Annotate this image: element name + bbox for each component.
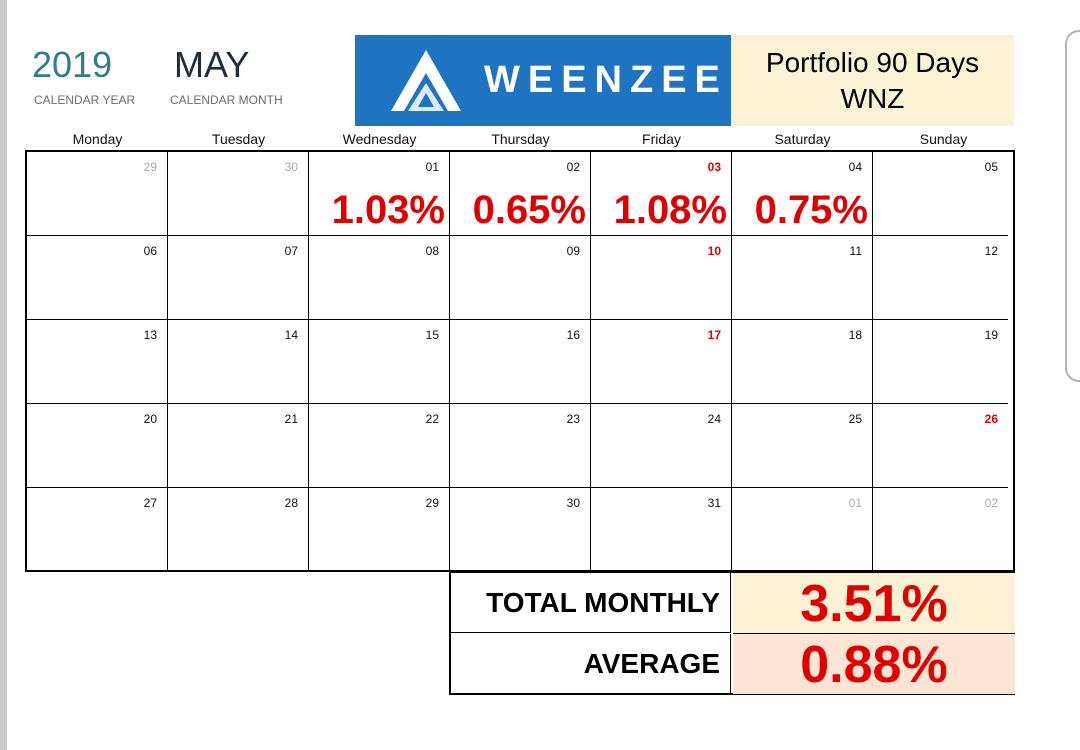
weekday-header-monday: Monday: [72, 131, 123, 147]
calendar-day-cell[interactable]: 30: [168, 152, 309, 236]
calendar-month-value: MAY: [174, 44, 250, 85]
weekday-header-friday: Friday: [642, 131, 681, 147]
calendar-day-number: 30: [566, 496, 580, 510]
calendar-day-cell[interactable]: 01: [732, 488, 873, 570]
calendar-day-number: 10: [707, 244, 721, 258]
calendar-day-cell[interactable]: 02: [873, 488, 1008, 570]
calendar-day-number: 18: [848, 328, 862, 342]
calendar-month-caption: CALENDAR MONTH: [170, 93, 283, 107]
calendar-day-cell[interactable]: 22: [309, 404, 450, 488]
average-value: 0.88%: [733, 634, 1015, 694]
calendar-day-cell[interactable]: 19: [873, 320, 1008, 404]
calendar-day-number: 20: [143, 412, 157, 426]
daily-return-value: 1.08%: [613, 188, 727, 232]
summary-table: TOTAL MONTHLY 3.51% AVERAGE 0.88%: [449, 571, 1015, 695]
calendar-day-cell[interactable]: 14: [168, 320, 309, 404]
calendar-day-number: 02: [566, 160, 580, 174]
daily-return-value: 0.75%: [754, 188, 868, 232]
calendar-day-cell[interactable]: 20: [27, 404, 168, 488]
calendar-day-number: 27: [143, 496, 157, 510]
daily-return-value: 1.03%: [331, 188, 445, 232]
weekday-header-saturday: Saturday: [774, 131, 831, 147]
calendar-day-cell[interactable]: 18: [732, 320, 873, 404]
calendar-day-number: 16: [566, 328, 580, 342]
calendar-day-number: 05: [984, 160, 998, 174]
calendar-day-number: 25: [848, 412, 862, 426]
calendar-day-cell[interactable]: 25: [732, 404, 873, 488]
calendar-day-number: 31: [707, 496, 721, 510]
calendar-day-cell[interactable]: 26: [873, 404, 1008, 488]
daily-return-value: 0.65%: [472, 188, 586, 232]
calendar-day-number: 21: [284, 412, 298, 426]
calendar-day-cell[interactable]: 29: [27, 152, 168, 236]
brand-logo-text: WEENZEE: [484, 59, 728, 101]
calendar-day-cell[interactable]: 16: [450, 320, 591, 404]
calendar-day-number: 09: [566, 244, 580, 258]
portfolio-title-box: Portfolio 90 Days WNZ: [731, 35, 1014, 126]
calendar-day-number: 28: [284, 496, 298, 510]
calendar-day-number: 26: [984, 412, 998, 426]
brand-logo-banner: WEENZEE: [355, 35, 731, 126]
calendar-day-cell[interactable]: 27: [27, 488, 168, 570]
calendar-day-cell[interactable]: 05: [873, 152, 1008, 236]
calendar-day-number: 30: [284, 160, 298, 174]
weekday-header-sunday: Sunday: [919, 131, 968, 147]
calendar-day-cell[interactable]: 11: [732, 236, 873, 320]
calendar-day-number: 06: [143, 244, 157, 258]
calendar-day-number: 15: [425, 328, 439, 342]
calendar-day-number: 29: [143, 160, 157, 174]
total-monthly-value: 3.51%: [733, 573, 1015, 634]
calendar-day-cell[interactable]: 02 0.65%: [450, 152, 591, 236]
calendar-day-cell[interactable]: 24: [591, 404, 732, 488]
portfolio-ticker: WNZ: [840, 82, 905, 114]
calendar-day-number: 13: [143, 328, 157, 342]
weekday-header-wednesday: Wednesday: [342, 131, 417, 147]
calendar-day-cell[interactable]: 01 1.03%: [309, 152, 450, 236]
weenzee-logo-icon: [391, 49, 461, 111]
calendar-day-number: 03: [707, 160, 721, 174]
calendar-day-cell[interactable]: 29: [309, 488, 450, 570]
calendar-day-number: 22: [425, 412, 439, 426]
calendar-day-number: 08: [425, 244, 439, 258]
calendar-day-number: 07: [284, 244, 298, 258]
weekday-header-thursday: Thursday: [491, 131, 550, 147]
calendar-day-cell[interactable]: 09: [450, 236, 591, 320]
calendar-grid: 29 30 01 1.03% 02 0.65% 03 1.08% 04 0.75% 05 06 07 08…: [25, 150, 1015, 572]
calendar-day-number: 04: [848, 160, 862, 174]
portfolio-title: Portfolio 90 Days: [765, 46, 980, 78]
calendar-day-cell[interactable]: 30: [450, 488, 591, 570]
calendar-day-cell[interactable]: 06: [27, 236, 168, 320]
calendar-day-cell[interactable]: 31: [591, 488, 732, 570]
total-monthly-label: TOTAL MONTHLY: [451, 573, 731, 633]
calendar-day-number: 23: [566, 412, 580, 426]
calendar-day-cell[interactable]: 17: [591, 320, 732, 404]
calendar-day-number: 12: [984, 244, 998, 258]
calendar-year-caption: CALENDAR YEAR: [34, 93, 136, 107]
calendar-day-number: 24: [707, 412, 721, 426]
calendar-year-value: 2019: [32, 44, 113, 85]
calendar-day-cell[interactable]: 10: [591, 236, 732, 320]
calendar-day-cell[interactable]: 28: [168, 488, 309, 570]
calendar-day-number: 02: [984, 496, 998, 510]
calendar-day-number: 11: [849, 244, 862, 258]
calendar-day-number: 01: [848, 496, 862, 510]
calendar-day-number: 19: [984, 328, 998, 342]
calendar-day-cell[interactable]: 23: [450, 404, 591, 488]
calendar-day-cell[interactable]: 07: [168, 236, 309, 320]
weekday-header-tuesday: Tuesday: [211, 131, 266, 147]
calendar-day-cell[interactable]: 13: [27, 320, 168, 404]
calendar-day-cell[interactable]: 12: [873, 236, 1008, 320]
calendar-day-number: 01: [425, 160, 439, 174]
window-left-edge: [0, 0, 7, 750]
calendar-day-number: 29: [425, 496, 439, 510]
calendar-day-cell[interactable]: 15: [309, 320, 450, 404]
side-panel-handle[interactable]: [1065, 30, 1080, 382]
calendar-day-number: 14: [284, 328, 298, 342]
calendar-day-cell[interactable]: 21: [168, 404, 309, 488]
calendar-day-cell[interactable]: 04 0.75%: [732, 152, 873, 236]
average-label: AVERAGE: [451, 634, 731, 694]
calendar-day-number: 17: [707, 328, 721, 342]
calendar-day-cell[interactable]: 08: [309, 236, 450, 320]
calendar-day-cell[interactable]: 03 1.08%: [591, 152, 732, 236]
